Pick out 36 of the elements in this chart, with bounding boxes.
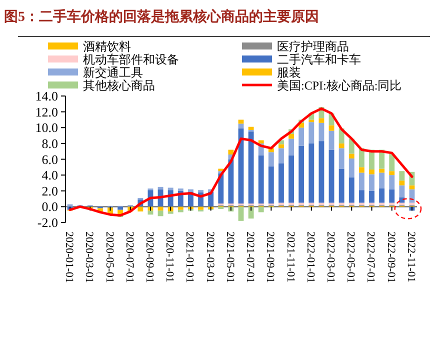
x-tick-label: 2021-07-01 (244, 232, 256, 283)
chart-title: 图5：二手车价格的回落是拖累核心商品的主要原因 (4, 8, 319, 25)
x-tick-label: 2022-03-01 (324, 232, 337, 283)
x-tick-label: 2022-05-01 (344, 232, 357, 283)
x-tick-label: 2020-01-01 (63, 232, 76, 283)
y-tick-label: 6.0 (42, 152, 58, 167)
x-tick-label: 2020-03-01 (83, 232, 96, 283)
legend-label: 二手汽车和卡车 (277, 52, 361, 66)
x-tick-label: 2021-11-01 (284, 232, 296, 282)
x-tick-label: 2022-07-01 (364, 232, 377, 283)
legend-label: 其他核心商品 (83, 78, 155, 92)
x-tick-label: 2020-11-01 (164, 232, 176, 282)
y-tick-label: 14.0 (35, 88, 58, 104)
y-tick-label: 10.0 (35, 120, 58, 136)
legend-label: 新交通工具 (83, 66, 143, 80)
x-tick-label: 2021-05-01 (224, 232, 236, 283)
y-tick-label: 8.0 (42, 136, 58, 151)
x-tick-label: 2022-01-01 (304, 232, 316, 283)
x-tick-label: 2021-09-01 (264, 232, 276, 283)
y-tick-label: 0.0 (42, 199, 58, 214)
y-tick-label: 4.0 (42, 168, 58, 183)
x-tick-label: 2020-07-01 (123, 232, 136, 283)
legend-label: 医疗护理商品 (277, 40, 349, 54)
x-tick-label: 2020-05-01 (103, 232, 116, 283)
legend-label: 机动车部件和设备 (83, 52, 179, 66)
y-tick-label: -2.0 (37, 215, 58, 230)
y-tick-label: 2.0 (42, 183, 58, 198)
legend-label: 美国:CPI:核心商品:同比 (277, 78, 402, 92)
x-tick-label: 2022-11-01 (404, 232, 417, 282)
x-tick-label: 2021-03-01 (204, 232, 216, 283)
x-tick-label: 2022-09-01 (384, 232, 397, 283)
y-tick-label: 12.0 (35, 104, 58, 120)
legend-label: 酒精饮料 (83, 40, 131, 54)
x-tick-label: 2021-01-01 (184, 232, 196, 283)
x-tick-label: 2020-09-01 (143, 232, 156, 283)
legend-label: 服装 (277, 66, 301, 80)
